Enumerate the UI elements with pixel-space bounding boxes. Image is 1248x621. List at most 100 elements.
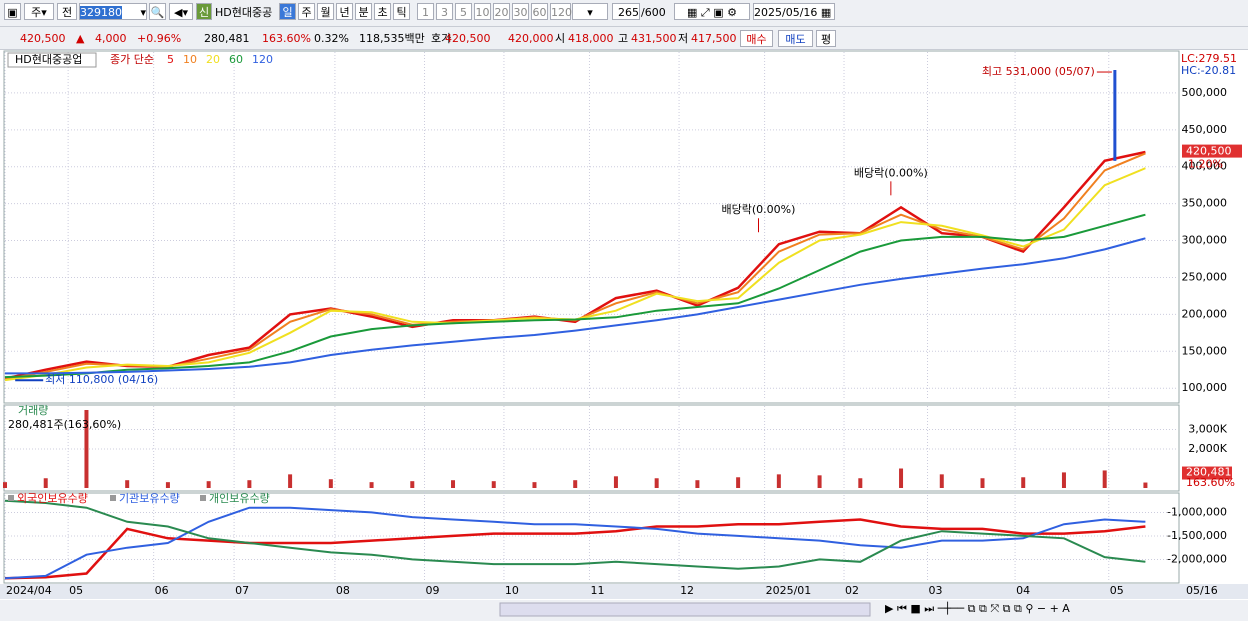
- last-volume-pct: 163.60%: [1186, 476, 1235, 489]
- buy-button[interactable]: 매수: [740, 30, 773, 47]
- legend-prefix: 종가 단순: [110, 53, 154, 66]
- volume-bar: [84, 410, 89, 488]
- period-button[interactable]: 분: [355, 3, 372, 20]
- volume-bar: [939, 474, 944, 488]
- tool-icons[interactable]: ▦ ⤢ ▣ ⚙: [674, 3, 750, 20]
- count-input[interactable]: 265: [612, 3, 640, 20]
- prev-button[interactable]: 전: [57, 3, 77, 20]
- last-volume: 280,481: [1186, 466, 1232, 479]
- date: 2025/05/16: [754, 6, 818, 19]
- turnover: 0.32%: [314, 32, 349, 45]
- avg-button[interactable]: 평: [816, 30, 836, 47]
- y-tick-label: 100,000: [1182, 381, 1228, 394]
- volume: 280,481: [204, 32, 250, 45]
- legend-swatch: [8, 495, 14, 501]
- period-button[interactable]: 일: [279, 3, 296, 20]
- arrow: ▲: [76, 32, 85, 45]
- x-tick-label: 03: [929, 584, 943, 597]
- legend-swatch: [110, 495, 116, 501]
- x-tick-label: 05: [1110, 584, 1124, 597]
- market-select[interactable]: 주▾: [24, 3, 54, 20]
- market: 주: [31, 6, 42, 19]
- interval-button[interactable]: 3: [436, 3, 453, 20]
- period-button[interactable]: 초: [374, 3, 391, 20]
- interval-button[interactable]: 10: [474, 3, 491, 20]
- bid-label: 호가: [431, 32, 452, 45]
- change: 4,000: [95, 32, 127, 45]
- toolbar: ▣ 주▾ 전 329180 ▾ 🔍 ◀▾ 신 HD현대중공 ▾ 265 /600 …: [0, 0, 1248, 27]
- x-tick-label: 07: [235, 584, 249, 597]
- series-line: [4, 150, 1146, 380]
- x-tick-label: 08: [336, 584, 350, 597]
- pct: +0.96%: [137, 32, 182, 45]
- code-input[interactable]: 329180 ▾: [79, 3, 147, 20]
- price-panel: [3, 50, 1180, 404]
- y-tick-label: 350,000: [1182, 197, 1228, 210]
- y-tick-label: 300,000: [1182, 234, 1228, 247]
- period-button[interactable]: 년: [336, 3, 353, 20]
- open-label: 시: [555, 32, 566, 45]
- interval-button[interactable]: 60: [531, 3, 548, 20]
- legend-entry: 5: [167, 53, 174, 66]
- x-tick-label: 04: [1016, 584, 1030, 597]
- scroll-controls[interactable]: ▶ ⏮ ■ ⏭ ─┼── ⧉ ⧉ ⤧ ⧉ ⧉ ⚲ − + A: [885, 601, 1070, 615]
- vol-ratio: 163.60%: [262, 32, 311, 45]
- volume-bar: [899, 468, 904, 488]
- amount: 118,535백만: [359, 32, 425, 45]
- interval-button[interactable]: 120: [550, 3, 572, 20]
- volume-title: 거래량: [18, 404, 48, 417]
- x-tick-label: 12: [680, 584, 694, 597]
- investor-panel: [3, 492, 1180, 584]
- volume-bar: [165, 482, 170, 488]
- volume-bar: [1143, 482, 1148, 488]
- date-axis: [0, 584, 1248, 599]
- volume-bar: [43, 478, 48, 488]
- volume-bar: [776, 474, 781, 488]
- period-button[interactable]: 틱: [393, 3, 410, 20]
- sell-button[interactable]: 매도: [778, 30, 813, 47]
- date-input[interactable]: 2025/05/16 ▦: [753, 3, 835, 20]
- series-line: [4, 518, 1146, 580]
- scroll-thumb[interactable]: [499, 602, 871, 617]
- y-tick-label: -2,000,000: [1167, 552, 1227, 565]
- new-badge[interactable]: 신: [196, 3, 212, 20]
- title: HD현대중공업: [15, 53, 82, 66]
- series-line: [4, 499, 1146, 570]
- low-label: 최저 110,800 (04/16): [45, 373, 158, 386]
- title-box: [7, 52, 97, 68]
- volume-bar: [247, 480, 252, 488]
- blank-select[interactable]: ▾: [572, 3, 608, 20]
- last-price: 420,500: [1186, 145, 1232, 158]
- high-label: 고: [618, 32, 629, 45]
- lc-label: LC:279.51: [1181, 52, 1237, 65]
- volume-bar: [328, 479, 333, 488]
- interval-button[interactable]: 30: [512, 3, 529, 20]
- volume-subtitle: 280,481주(163,60%): [8, 418, 121, 431]
- legend-entry: 120: [252, 53, 273, 66]
- y-tick-label: 500,000: [1182, 86, 1228, 99]
- search-icon[interactable]: 🔍: [149, 3, 166, 20]
- menu-icon[interactable]: ▣: [4, 3, 21, 20]
- x-tick-label: 06: [155, 584, 169, 597]
- legend-entry: 10: [183, 53, 197, 66]
- code: 329180: [80, 6, 122, 19]
- legend-entry: 60: [229, 53, 243, 66]
- interval-button[interactable]: 5: [455, 3, 472, 20]
- interval-button[interactable]: 20: [493, 3, 510, 20]
- low: 417,500: [691, 32, 737, 45]
- volume-bar: [369, 482, 374, 488]
- period-button[interactable]: 주: [298, 3, 315, 20]
- volume-bar: [613, 476, 618, 488]
- x-tick-label: 09: [426, 584, 440, 597]
- y-tick-label: 450,000: [1182, 123, 1228, 136]
- period-button[interactable]: 월: [317, 3, 334, 20]
- sound-icon[interactable]: ◀▾: [169, 3, 193, 20]
- volume-bar: [1021, 477, 1026, 488]
- volume-bar: [532, 482, 537, 488]
- interval-button[interactable]: 1: [417, 3, 434, 20]
- volume-bar: [980, 478, 985, 488]
- volume-bar: [1061, 472, 1066, 488]
- y-tick-label: 200,000: [1182, 307, 1228, 320]
- y-tick-label: 250,000: [1182, 270, 1228, 283]
